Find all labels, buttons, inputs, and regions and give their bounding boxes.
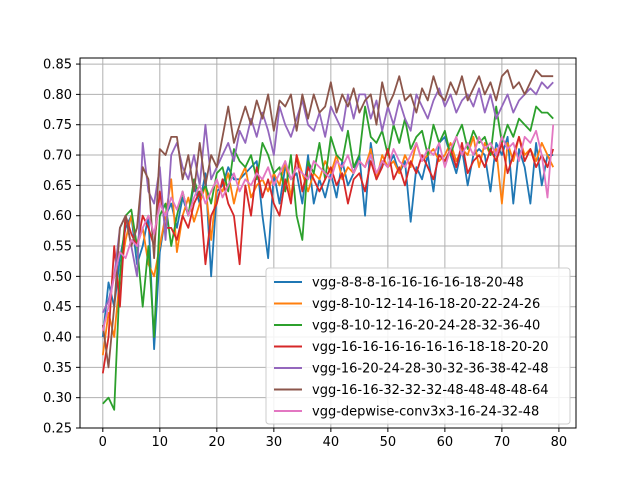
- legend-label: vgg-8-10-12-16-20-24-28-32-36-40: [312, 319, 540, 334]
- legend-label: vgg-8-10-12-14-16-18-20-22-24-26: [312, 297, 540, 312]
- x-tick-label: 10: [152, 435, 169, 450]
- legend-label: vgg-16-20-24-28-30-32-36-38-42-48: [312, 362, 549, 377]
- legend-box: [265, 267, 571, 425]
- y-tick-label: 0.35: [43, 361, 72, 376]
- x-tick-label: 40: [323, 435, 340, 450]
- y-tick-label: 0.25: [43, 422, 72, 437]
- x-tick-label: 50: [380, 435, 397, 450]
- y-tick-label: 0.85: [43, 58, 72, 73]
- series-line-1: [101, 135, 554, 351]
- watermark: 知乎 @akkaze: [530, 446, 632, 464]
- y-tick-label: 0.45: [43, 300, 72, 315]
- axis-ticks: 0 10 20 30 40 50 60 70 80 0.25 0.30 0.35 0.40 0.45 0.5…: [43, 58, 567, 450]
- series-line-7: [101, 124, 555, 332]
- y-tick-label: 0.75: [43, 118, 72, 133]
- x-tick-label: 70: [494, 435, 511, 450]
- y-tick-label: 0.70: [43, 149, 72, 164]
- legend-label: vgg-depwise-conv3x3-16-24-32-48: [312, 405, 539, 420]
- series-line-4: [101, 135, 555, 374]
- legend: vgg-8-8-8-16-16-16-16-18-20-48 vgg-8-10-1…: [265, 267, 571, 425]
- x-tick-label: 60: [437, 435, 454, 450]
- x-tick-label: 20: [209, 435, 226, 450]
- series-lines: [101, 69, 555, 411]
- legend-label: vgg-16-16-16-16-16-16-18-18-20-20: [312, 340, 549, 355]
- series-line-2: [101, 135, 555, 356]
- y-tick-label: 0.40: [43, 331, 72, 346]
- y-tick-label: 0.80: [43, 88, 72, 103]
- watermark-text: 知乎 @akkaze: [530, 446, 632, 464]
- legend-label: vgg-8-8-8-16-16-16-16-18-20-48: [312, 276, 524, 291]
- plot-frame: [79, 57, 577, 429]
- y-tick-label: 0.65: [43, 179, 72, 194]
- series-line-6: [101, 69, 554, 369]
- x-tick-label: 30: [266, 435, 283, 450]
- y-tick-label: 0.30: [43, 391, 72, 406]
- y-tick-label: 0.55: [43, 240, 72, 255]
- x-tick-label: 0: [99, 435, 107, 450]
- legend-label: vgg-16-16-32-32-32-48-48-48-48-64: [312, 383, 549, 398]
- y-tick-label: 0.50: [43, 270, 72, 285]
- y-tick-label: 0.60: [43, 209, 72, 224]
- x-tick-label: 80: [551, 435, 568, 450]
